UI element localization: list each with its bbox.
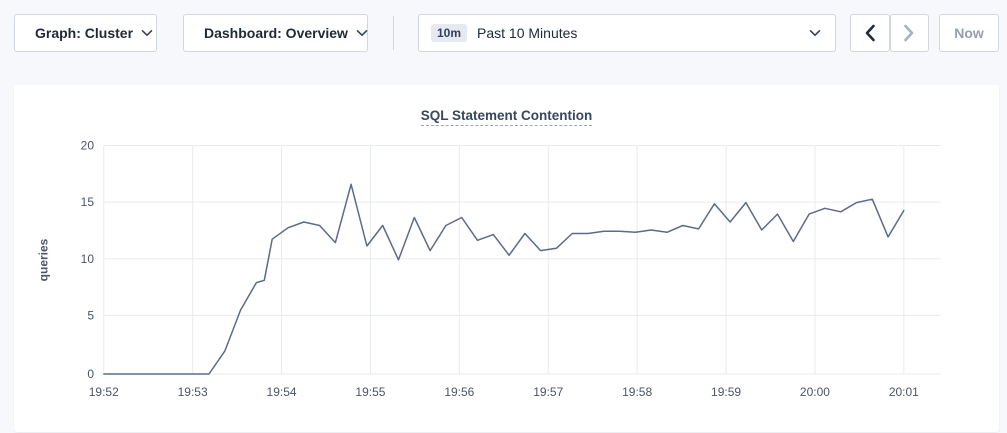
svg-text:19:54: 19:54 (267, 385, 297, 399)
svg-text:19:59: 19:59 (711, 385, 741, 399)
svg-text:5: 5 (87, 308, 94, 322)
svg-text:19:53: 19:53 (178, 385, 208, 399)
svg-text:19:57: 19:57 (533, 385, 563, 399)
svg-text:15: 15 (81, 195, 95, 209)
svg-text:20:01: 20:01 (889, 385, 919, 399)
svg-text:19:52: 19:52 (89, 385, 119, 399)
svg-text:19:55: 19:55 (355, 385, 385, 399)
svg-text:20:00: 20:00 (800, 385, 830, 399)
svg-text:20: 20 (81, 139, 95, 153)
svg-text:10: 10 (81, 252, 95, 266)
svg-text:19:56: 19:56 (444, 385, 474, 399)
svg-text:19:58: 19:58 (622, 385, 652, 399)
svg-text:0: 0 (87, 367, 94, 381)
